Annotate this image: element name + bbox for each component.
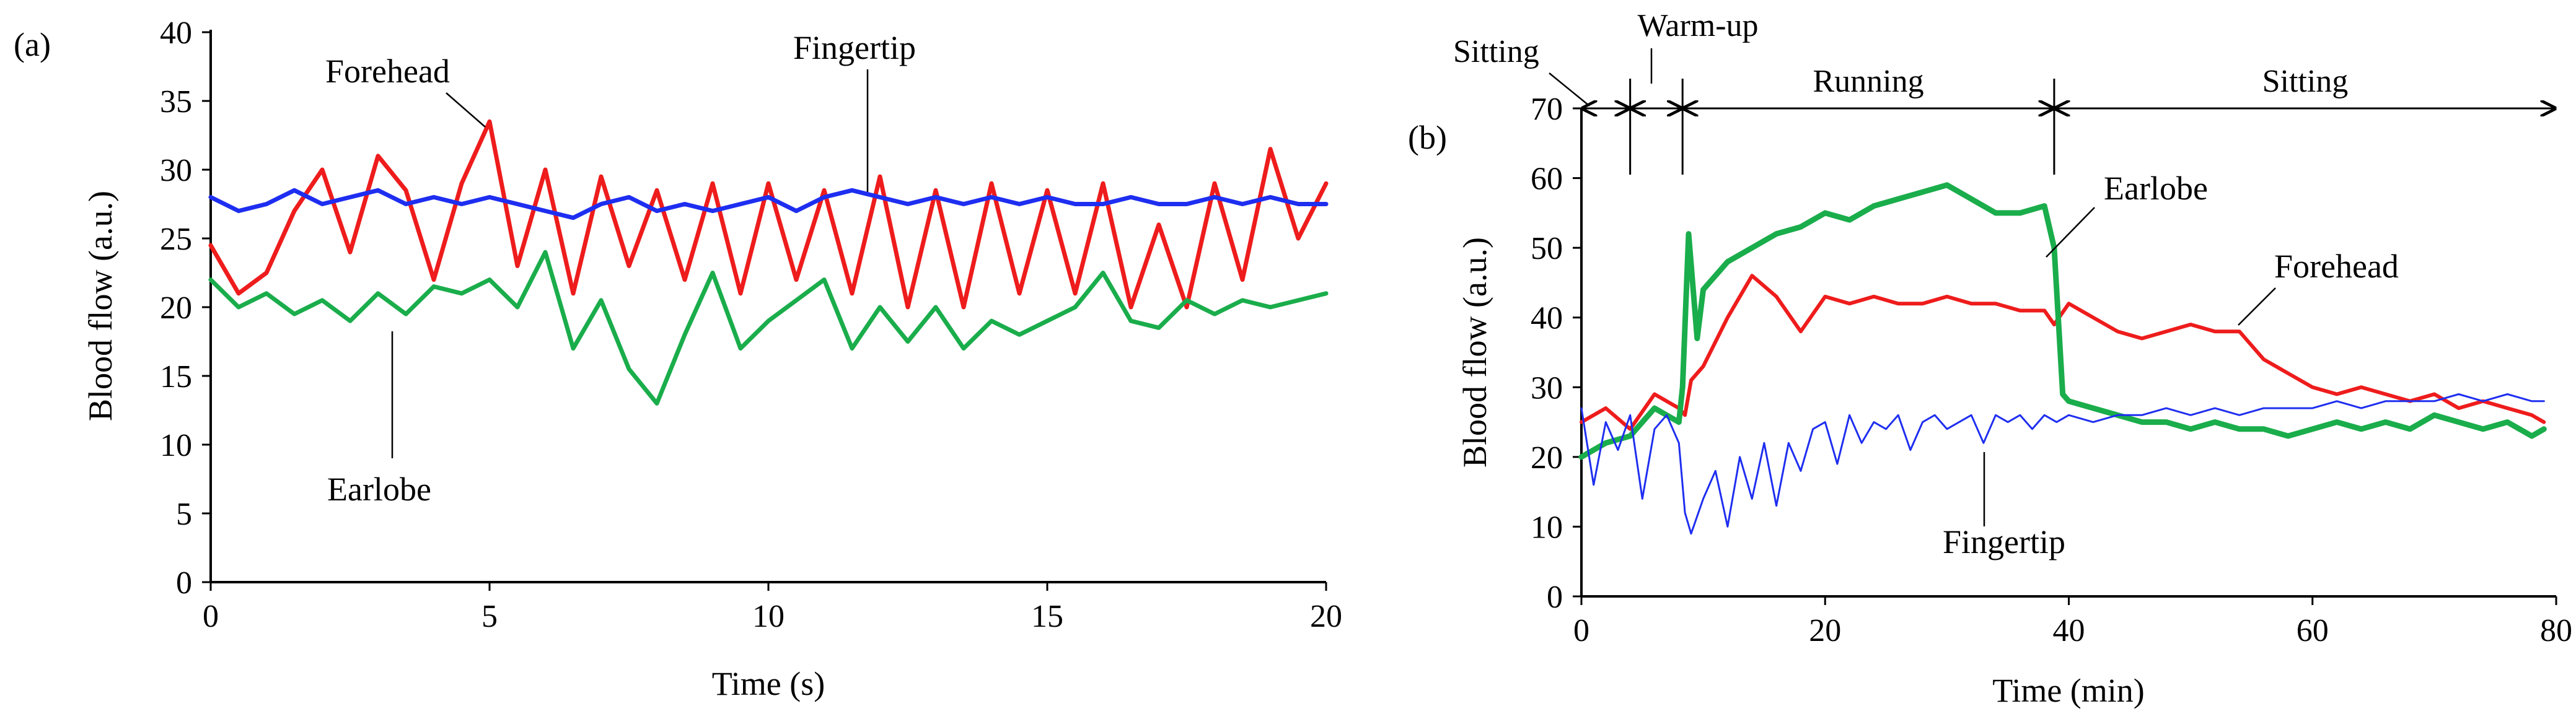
panel-a-ytick-label-25: 25: [160, 222, 192, 257]
panel-a-chart: (a) 0 5 10 15 20 25 30 35 40 0 5 10 15 20 Time (s) B…: [14, 15, 1342, 702]
panel-a-ytick-label-30: 30: [160, 153, 192, 188]
panel-a-xtick-label-20: 20: [1310, 599, 1342, 634]
panel-a-xtick-label-5: 5: [481, 599, 498, 634]
panel-b-series-line-forehead: [1580, 274, 2546, 431]
panel-b-ytick-label-20: 20: [1531, 440, 1563, 476]
phase-label-1-warm-up: Warm-up: [1637, 8, 1758, 43]
panel-a-ytick-label-20: 20: [160, 290, 192, 326]
panel-b-ytick-label-10: 10: [1531, 510, 1563, 545]
annotation-forehead-b: Forehead: [2274, 248, 2399, 285]
panel-a-xtick-label-15: 15: [1031, 599, 1063, 634]
panel-a-x-label: Time (s): [712, 665, 825, 702]
panel-a-ytick-label-35: 35: [160, 84, 192, 120]
panel-b-ytick-label-70: 70: [1531, 92, 1563, 127]
panel-a-series-line-fingertip: [208, 188, 1329, 220]
panel-a-ytick-label-0: 0: [176, 565, 192, 601]
panel-a-ytick-label-10: 10: [160, 428, 192, 463]
annotation-earlobe-a: Earlobe: [327, 471, 431, 508]
phase-label-3-sitting: Sitting: [2262, 64, 2349, 99]
panel-b-ytick-label-40: 40: [1531, 301, 1563, 336]
panel-b-xtick-label-60: 60: [2297, 613, 2329, 648]
panel-a-ytick-label-15: 15: [160, 359, 192, 394]
panel-a-series-line-earlobe: [208, 250, 1329, 406]
panel-a-xtick-label-0: 0: [203, 599, 219, 634]
panel-b-xtick-label-80: 80: [2540, 613, 2572, 648]
panel-b-xtick-label-0: 0: [1573, 613, 1589, 648]
phase-label-0-sitting: Sitting: [1453, 34, 1539, 69]
annotation-fingertip-b: Fingertip: [1943, 523, 2065, 560]
panel-a-xtick-label-10: 10: [752, 599, 785, 634]
panel-b-x-label: Time (min): [1992, 672, 2145, 709]
phase-label-0-leader: [1549, 72, 1590, 107]
panel-b-series-line-earlobe: [1578, 182, 2547, 460]
panel-a-ytick-label-40: 40: [160, 15, 192, 51]
annotation-forehead-a-leader: [446, 92, 486, 128]
annotation-earlobe-b: Earlobe: [2104, 170, 2208, 207]
panel-b-ytick-label-0: 0: [1547, 580, 1563, 615]
annotation-forehead-a: Forehead: [325, 53, 450, 90]
panel-a-y-label: Blood flow (a.u.): [82, 191, 119, 421]
panel-b-ytick-label-60: 60: [1531, 162, 1563, 197]
panel-a-ytick-label-5: 5: [176, 497, 192, 532]
phase-label-2-running: Running: [1813, 64, 1923, 99]
panel-b-ytick-label-50: 50: [1531, 231, 1563, 266]
annotation-earlobe-b-leader: [2046, 207, 2095, 258]
panel-a-series-line-forehead: [208, 119, 1329, 310]
panel-b-y-label: Blood flow (a.u.): [1456, 237, 1493, 468]
panel-b-label: (b): [1408, 119, 1447, 156]
annotation-forehead-b-leader: [2238, 287, 2276, 326]
annotation-fingertip-a: Fingertip: [793, 29, 916, 66]
panel-a-label: (a): [14, 26, 51, 63]
panel-b-xtick-label-20: 20: [1809, 613, 1841, 648]
panel-b-ytick-label-30: 30: [1531, 370, 1563, 406]
panel-b-xtick-label-40: 40: [2053, 613, 2085, 648]
panel-b-chart: (b) 0 10 20 30 40 50 60 70 0 20 40 60 80 Sitting War…: [1408, 8, 2572, 709]
panel-b-series-line-fingertip: [1580, 393, 2545, 535]
